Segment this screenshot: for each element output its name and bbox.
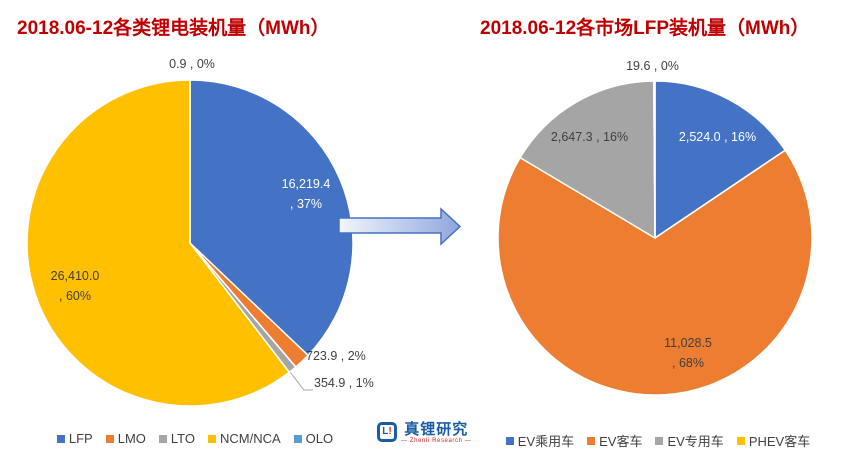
pie-slice-PHEV客车: [653, 80, 656, 239]
legend-label: EV专用车: [667, 434, 724, 449]
legend-marker: [293, 434, 302, 443]
legend-item-PHEV客车: PHEV客车: [736, 431, 811, 450]
left-chart-title: 2018.06-12各类锂电装机量（MWh）: [17, 18, 330, 39]
pie-slice-EV专用车: [519, 80, 656, 240]
label-ev-passenger: 2,524.0 , 16%: [678, 130, 757, 144]
legend-item-LTO: LTO: [158, 431, 195, 446]
pie-slice-EV乘用车: [654, 80, 787, 240]
legend-item-LMO: LMO: [105, 431, 146, 446]
legend-item-NCM/NCA: NCM/NCA: [207, 431, 281, 446]
legend-item-EV乘用车: EV乘用车: [505, 431, 575, 450]
label-phev-bus: 19.6 , 0%: [626, 59, 679, 73]
legend-label: LTO: [170, 431, 195, 446]
legend-label: LMO: [117, 431, 146, 446]
legend-label: LFP: [68, 431, 93, 446]
leader-line-lto: [289, 371, 313, 391]
label-ncm-nca: 26,410.0 , 60%: [50, 269, 100, 303]
legend-marker: [587, 436, 596, 445]
legend-label: EV乘用车: [517, 434, 575, 449]
legend-marker: [56, 434, 65, 443]
legend-label: EV客车: [599, 434, 643, 449]
right-chart-title: 2018.06-12各市场LFP装机量（MWh）: [480, 18, 810, 39]
right-pie-chart: [497, 80, 813, 396]
logo-tagline: — Zhenli Research —: [401, 438, 472, 444]
label-lfp: 16,219.4 , 37%: [281, 177, 331, 211]
transition-arrow: [338, 207, 462, 246]
legend-label: OLO: [305, 431, 334, 446]
block-arrow-shape: [338, 207, 462, 246]
legend-marker: [207, 434, 216, 443]
logo-mark-exclaim: !: [388, 426, 392, 437]
left-legend: LFP LMO LTO NCM/NCA OLO: [15, 431, 375, 446]
logo-mark-l: L: [382, 426, 389, 437]
legend-marker: [105, 434, 114, 443]
legend-marker: [158, 434, 167, 443]
legend-marker: [736, 436, 745, 445]
label-lto: 354.9 , 1%: [314, 376, 374, 390]
legend-marker: [655, 436, 664, 445]
legend-item-EV专用车: EV专用车: [655, 431, 724, 450]
logo-text: 真锂研究 — Zhenli Research —: [401, 422, 471, 445]
legend-item-EV客车: EV客车: [587, 431, 642, 450]
pie-slice-EV客车: [497, 149, 813, 396]
label-ev-bus: 11,028.5 , 68%: [664, 336, 712, 370]
label-ev-special: 2,647.3 , 16%: [550, 130, 629, 144]
label-lmo: 723.9 , 2%: [306, 349, 366, 363]
pie-slice-LFP: [189, 79, 354, 357]
legend-label: NCM/NCA: [219, 431, 281, 446]
legend-marker: [505, 436, 514, 445]
logo-icon: L!: [377, 422, 397, 442]
left-pie-chart: [26, 79, 354, 407]
legend-item-OLO: OLO: [293, 431, 334, 446]
legend-item-LFP: LFP: [56, 431, 93, 446]
pie-slice-NCM/NCA: [26, 79, 291, 407]
logo: L! 真锂研究 — Zhenli Research —: [377, 422, 471, 445]
legend-label: PHEV客车: [748, 434, 811, 449]
logo-name: 真锂研究: [404, 421, 469, 438]
label-olo: 0.9 , 0%: [169, 57, 215, 71]
right-legend: EV乘用车 EV客车 EV专用车 PHEV客车: [478, 431, 838, 450]
